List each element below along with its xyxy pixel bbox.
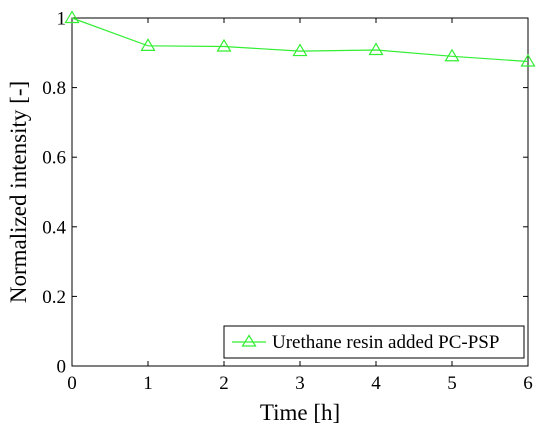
- series-layer: [64, 10, 536, 67]
- data-point: [64, 10, 80, 24]
- legend-box: [223, 325, 525, 359]
- x-axis-label: Time [h]: [260, 400, 340, 425]
- data-point: [216, 38, 232, 52]
- data-point: [368, 42, 384, 56]
- data-point: [292, 43, 308, 57]
- x-tick-label: 0: [67, 373, 77, 394]
- legend-label: Urethane resin added PC-PSP: [272, 332, 499, 353]
- y-tick-label: 0.2: [42, 287, 66, 308]
- y-axis-ticks: 0 0.2 0.4 0.6 0.8 1: [42, 9, 528, 378]
- data-point: [140, 38, 156, 51]
- x-tick-label: 1: [143, 373, 153, 394]
- y-tick-label: 0.6: [42, 148, 66, 169]
- x-axis-ticks: 0 1 2 3 4 5 6: [67, 18, 533, 394]
- plot-area: [71, 17, 529, 367]
- legend-marker: [241, 334, 257, 347]
- data-point: [520, 53, 536, 67]
- series-line: [71, 17, 529, 63]
- x-tick-label: 5: [447, 373, 457, 394]
- legend: Urethane resin added PC-PSP: [223, 325, 525, 359]
- y-tick-label: 0: [57, 357, 67, 378]
- x-tick-label: 6: [523, 373, 533, 394]
- y-axis-label: Normalized intensity [-]: [6, 81, 31, 303]
- x-tick-label: 2: [219, 373, 229, 394]
- x-tick-label: 4: [371, 373, 381, 394]
- y-tick-label: 0.8: [42, 78, 66, 99]
- data-point: [444, 48, 460, 62]
- y-tick-label: 1: [57, 9, 67, 30]
- x-tick-label: 3: [295, 373, 305, 394]
- y-tick-label: 0.4: [42, 217, 66, 238]
